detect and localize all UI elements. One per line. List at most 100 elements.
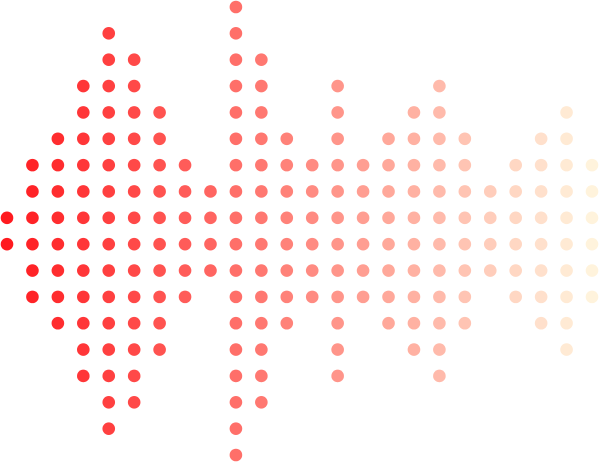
wave-dot: [305, 264, 319, 277]
wave-dot: [280, 211, 294, 225]
wave-dot: [509, 211, 522, 225]
wave-dot: [280, 264, 294, 277]
wave-dot: [382, 290, 395, 304]
wave-dot: [433, 264, 446, 277]
wave-dot: [51, 264, 65, 277]
wave-dot: [433, 316, 446, 330]
wave-dot: [51, 211, 65, 225]
wave-dot: [356, 185, 370, 198]
wave-dot: [280, 316, 294, 330]
wave-dot: [51, 185, 65, 198]
wave-dot: [458, 290, 472, 304]
wave-dot: [585, 211, 599, 225]
wave-dot: [331, 264, 344, 277]
wave-dot: [77, 106, 90, 119]
wave-dot: [102, 185, 116, 198]
wave-dot: [102, 290, 116, 304]
wave-dot: [255, 264, 268, 277]
wave-dot: [77, 185, 90, 198]
wave-dot: [407, 185, 421, 198]
wave-dot: [458, 158, 472, 172]
wave-column: [0, 211, 14, 251]
wave-dot: [585, 290, 599, 304]
wave-dot: [255, 290, 268, 304]
wave-dot: [178, 211, 192, 225]
wave-dot: [51, 237, 65, 251]
wave-dot: [127, 395, 141, 409]
wave-dot: [534, 264, 548, 277]
wave-dot: [102, 369, 116, 383]
wave-dot: [127, 185, 141, 198]
wave-dot: [204, 185, 217, 198]
wave-dot: [127, 237, 141, 251]
wave-dot: [280, 290, 294, 304]
wave-column: [77, 79, 90, 383]
wave-dot: [509, 237, 522, 251]
wave-dot: [178, 290, 192, 304]
wave-dot: [255, 132, 268, 146]
wave-dot: [560, 264, 573, 277]
wave-dot: [483, 237, 497, 251]
wave-dot: [509, 290, 522, 304]
wave-dot: [382, 264, 395, 277]
wave-dot: [407, 237, 421, 251]
wave-dot: [534, 290, 548, 304]
wave-dot: [204, 211, 217, 225]
wave-dot: [255, 237, 268, 251]
wave-column: [331, 79, 344, 383]
wave-dot: [153, 343, 166, 356]
wave-dot: [127, 343, 141, 356]
wave-dot: [229, 211, 243, 225]
wave-dot: [77, 79, 90, 93]
wave-dot: [127, 79, 141, 93]
wave-dot: [585, 264, 599, 277]
wave-dot: [255, 106, 268, 119]
wave-dot: [483, 211, 497, 225]
wave-dot: [102, 343, 116, 356]
wave-dot: [458, 185, 472, 198]
wave-dot: [51, 158, 65, 172]
wave-dot: [229, 290, 243, 304]
wave-dot: [382, 211, 395, 225]
wave-dot: [102, 316, 116, 330]
wave-dot: [331, 237, 344, 251]
wave-dot: [255, 395, 268, 409]
wave-dot: [255, 343, 268, 356]
wave-dot: [178, 237, 192, 251]
wave-dot: [77, 316, 90, 330]
wave-dot: [560, 316, 573, 330]
wave-dot: [153, 237, 166, 251]
wave-dot: [229, 316, 243, 330]
wave-dot: [407, 106, 421, 119]
wave-column: [483, 185, 497, 277]
wave-column: [280, 132, 294, 330]
wave-dot: [255, 316, 268, 330]
wave-dot: [407, 158, 421, 172]
wave-dot: [458, 264, 472, 277]
wave-dot: [26, 211, 39, 225]
wave-column: [356, 158, 370, 304]
wave-dot: [51, 132, 65, 146]
wave-dot: [153, 264, 166, 277]
wave-dot: [127, 264, 141, 277]
wave-dot: [331, 316, 344, 330]
wave-dot: [433, 369, 446, 383]
wave-dot: [433, 185, 446, 198]
wave-dot: [51, 316, 65, 330]
wave-dot: [458, 132, 472, 146]
wave-dot: [0, 211, 14, 225]
wave-dot: [229, 369, 243, 383]
wave-dot: [433, 106, 446, 119]
wave-dot: [331, 79, 344, 93]
wave-dot: [229, 395, 243, 409]
wave-dot: [127, 369, 141, 383]
wave-dot: [102, 422, 116, 435]
wave-dot: [509, 158, 522, 172]
wave-dot: [255, 369, 268, 383]
wave-dot: [26, 290, 39, 304]
wave-dot: [229, 448, 243, 462]
wave-column: [560, 106, 573, 356]
wave-dot: [255, 79, 268, 93]
wave-dot: [229, 422, 243, 435]
